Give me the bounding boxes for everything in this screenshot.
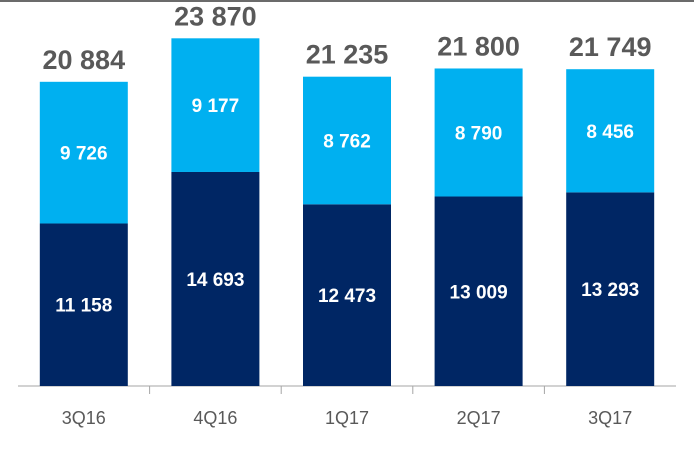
bar-segment-4Q16-1 (171, 38, 260, 172)
segment-label-1Q17-0: 12 473 (318, 286, 376, 307)
segment-label-3Q17-0: 13 293 (581, 280, 639, 301)
bar-segment-4Q16-0 (171, 171, 260, 386)
total-label-4Q16: 23 870 (174, 1, 257, 31)
total-label-2Q17: 21 800 (437, 31, 520, 61)
x-tick-label-1Q17: 1Q17 (325, 408, 369, 428)
segment-label-1Q17-1: 8 762 (323, 132, 371, 153)
bar-segment-3Q16-1 (39, 81, 128, 224)
bar-segment-2Q17-1 (434, 68, 523, 197)
bar-segment-3Q16-0 (39, 223, 128, 386)
total-label-1Q17: 21 235 (306, 40, 389, 70)
bar-segment-2Q17-0 (434, 196, 523, 386)
bars-group: 11 158 9 726 20 884 14 693 9 177 23 870 12 473… (39, 1, 655, 386)
total-label-3Q16: 20 884 (43, 45, 126, 75)
bar-segment-3Q17-0 (566, 192, 655, 386)
x-tick-label-2Q17: 2Q17 (457, 408, 501, 428)
segment-label-4Q16-0: 14 693 (186, 270, 244, 291)
x-tick-label-3Q17: 3Q17 (588, 408, 632, 428)
x-tick-label-4Q16: 4Q16 (193, 408, 237, 428)
segment-label-4Q16-1: 9 177 (192, 96, 240, 117)
x-tick-label-3Q16: 3Q16 (62, 408, 106, 428)
bar-segment-3Q17-1 (566, 69, 655, 193)
segment-label-3Q16-1: 9 726 (60, 144, 108, 165)
segment-label-3Q16-0: 11 158 (55, 296, 112, 317)
bar-segment-1Q17-1 (303, 76, 391, 205)
segment-label-3Q17-1: 8 456 (586, 122, 634, 143)
bar-segment-1Q17-0 (303, 204, 391, 386)
x-axis-ticks: 3Q16 4Q16 1Q17 2Q17 3Q17 (62, 386, 632, 428)
total-label-3Q17: 21 749 (569, 32, 652, 62)
segment-label-2Q17-1: 8 790 (455, 123, 503, 144)
segment-label-2Q17-0: 13 009 (450, 282, 508, 303)
